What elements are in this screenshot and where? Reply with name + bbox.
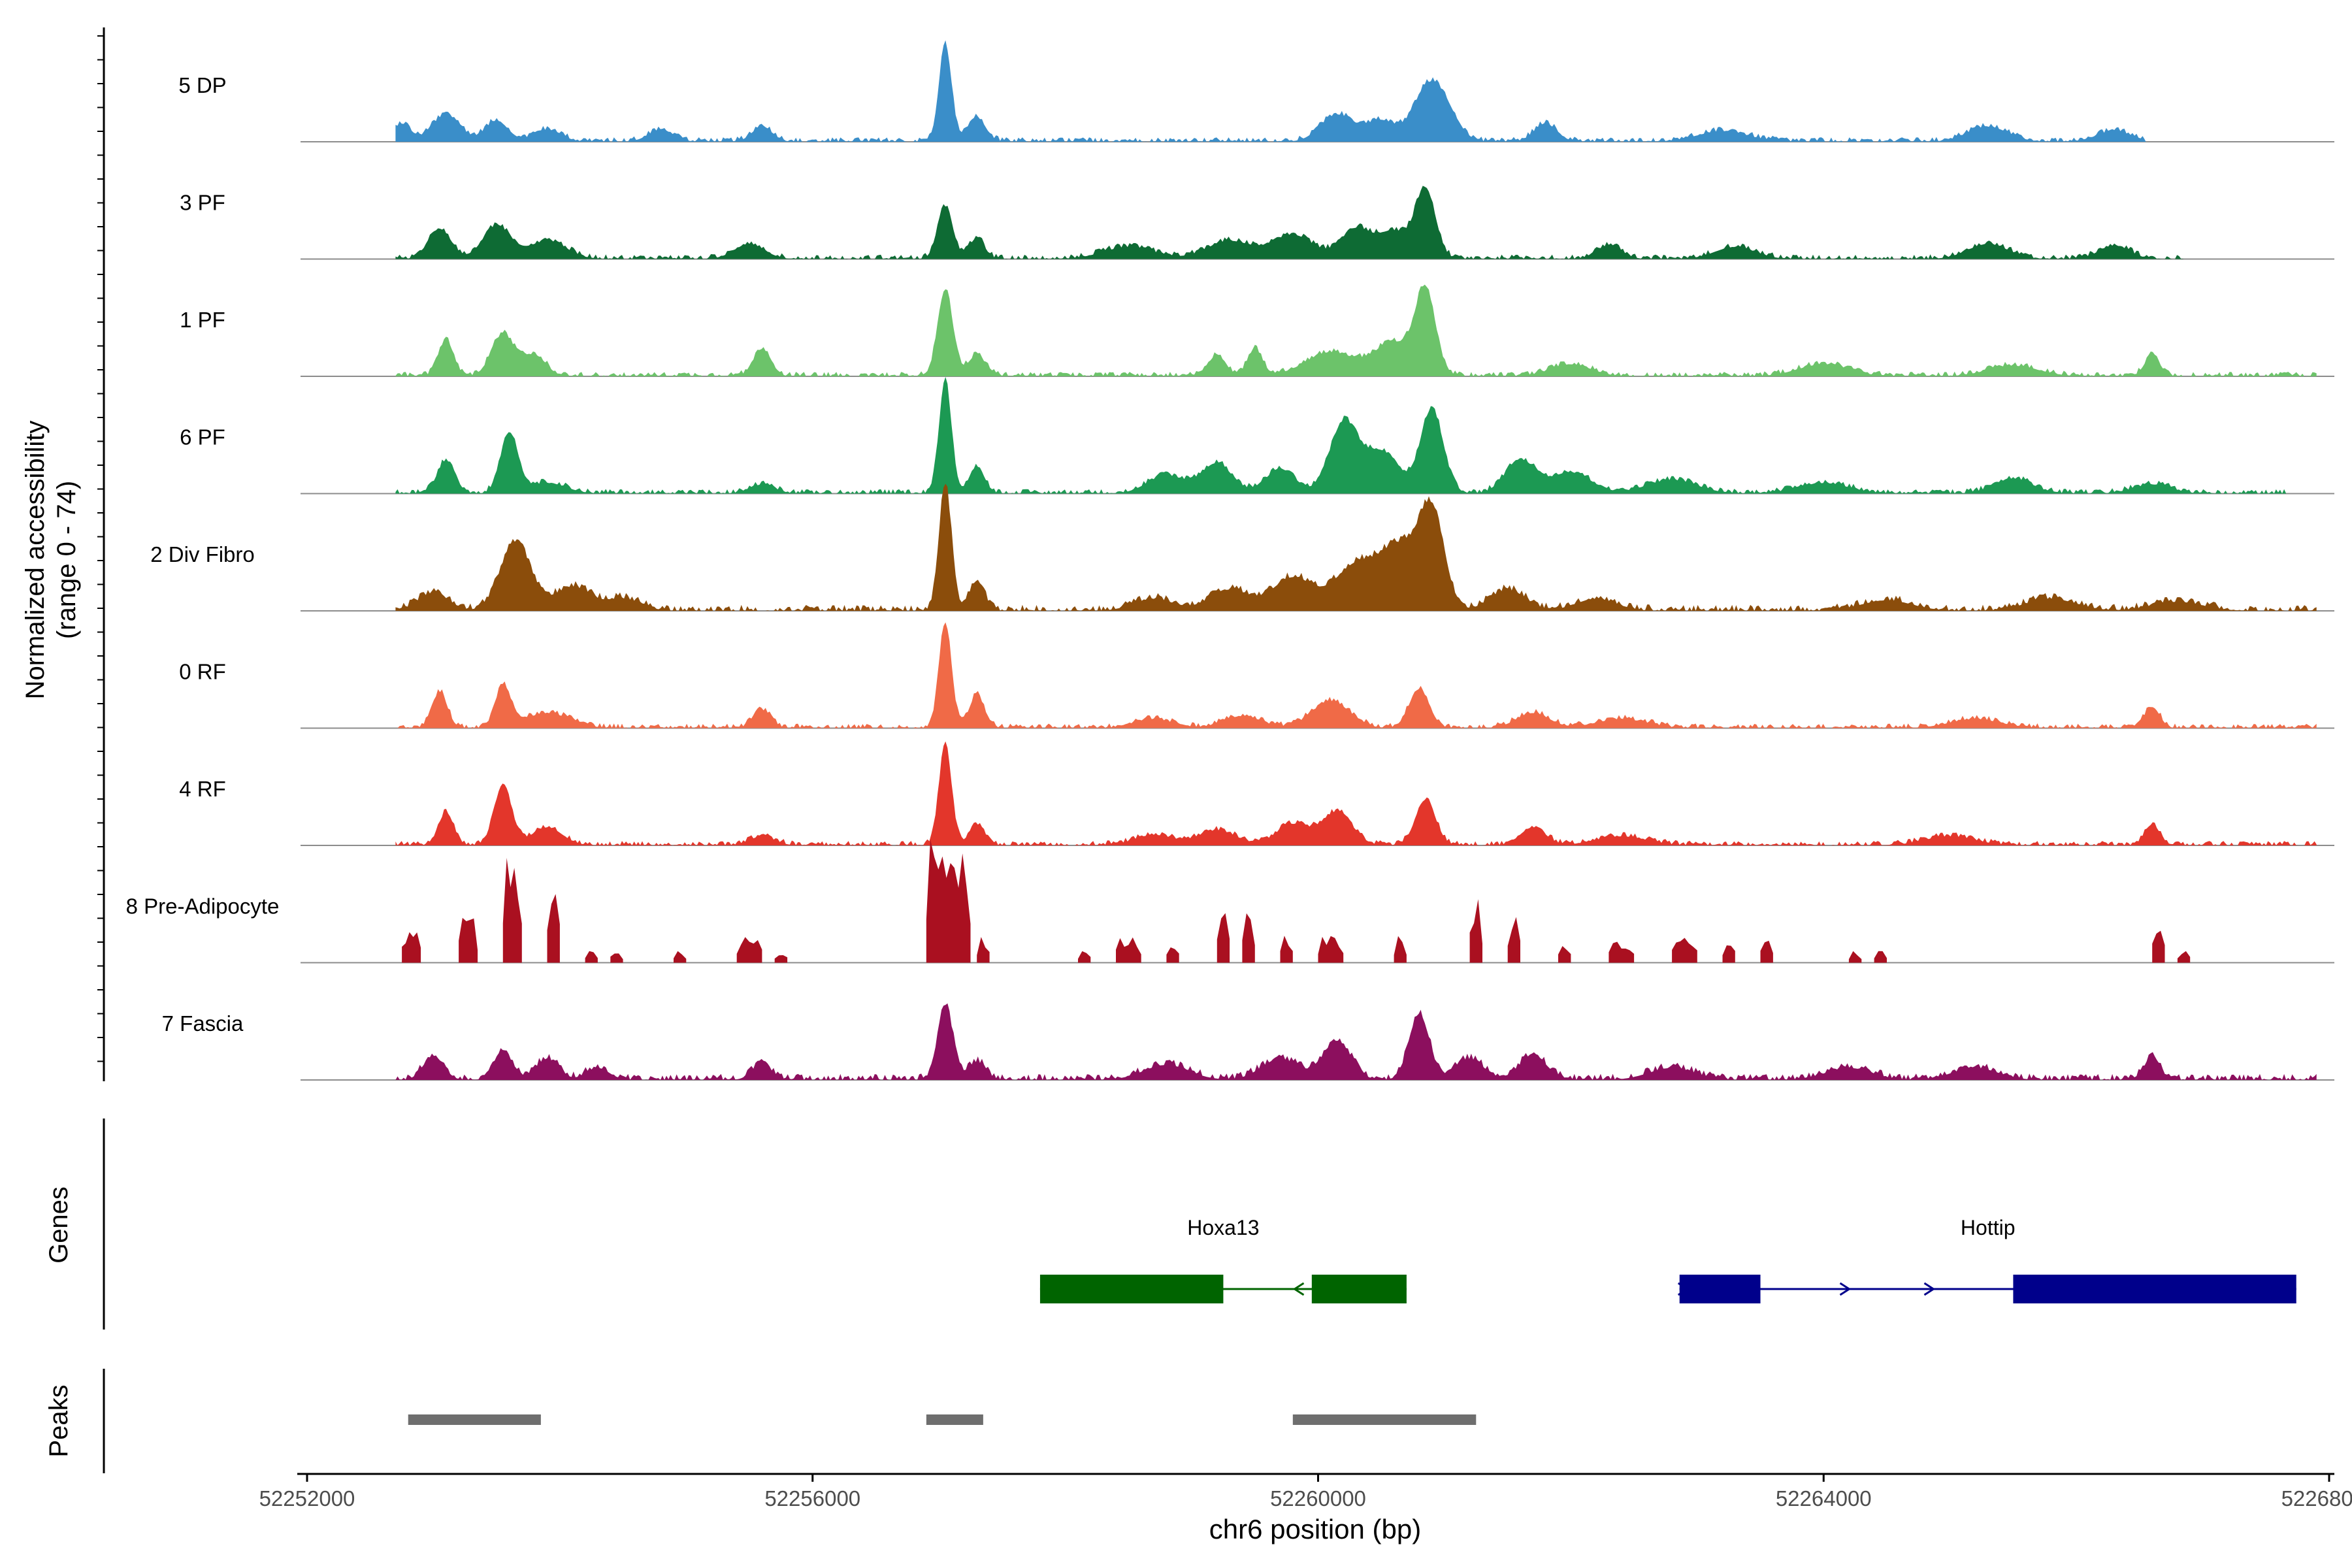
x-tick-label: 52264000: [1776, 1486, 1872, 1511]
track-label: 2 Div Fibro: [150, 542, 255, 566]
coverage-area: [395, 40, 2146, 142]
coverage-area: [395, 1003, 2317, 1080]
peak-regions: [408, 1414, 1477, 1425]
gene-exon: [1039, 1275, 1224, 1303]
track-label: 7 Fascia: [162, 1011, 244, 1036]
x-axis-title: chr6 position (bp): [1209, 1514, 1422, 1544]
strand-arrow: [1292, 1282, 1305, 1296]
track-label: 3 PF: [180, 191, 225, 215]
y-axis-title-line2: (range 0 - 74): [52, 481, 81, 639]
coverage-area: [395, 483, 2317, 611]
coverage-track: 0 RF: [179, 622, 2334, 729]
gene-exon: [2013, 1275, 2296, 1303]
gene-exon: [1311, 1275, 1407, 1303]
coverage-area: [395, 284, 2317, 376]
coverage-track: 6 PF: [180, 376, 2334, 495]
coverage-y-axis-ticks: [97, 35, 104, 1062]
x-tick-label: 52256000: [764, 1486, 860, 1511]
track-label: 6 PF: [180, 425, 225, 449]
track-label: 1 PF: [180, 308, 225, 332]
coverage-track: 7 Fascia: [162, 1003, 2334, 1081]
strand-arrow: [1839, 1282, 1852, 1296]
x-tick-label: 52260000: [1270, 1486, 1366, 1511]
peaks-panel-label: Peaks: [44, 1384, 73, 1457]
track-label: 5 DP: [178, 73, 226, 97]
peak-region-bar: [926, 1414, 983, 1425]
coverage-track: 4 RF: [179, 741, 2334, 846]
strand-arrow: [1923, 1282, 1936, 1296]
track-label: 0 RF: [179, 660, 226, 684]
track-label: 4 RF: [179, 777, 226, 801]
genes-panel-label: Genes: [44, 1186, 73, 1264]
coverage-area: [395, 741, 2317, 845]
gene-model: Hottip: [1677, 1216, 2296, 1303]
peak-region-bar: [408, 1414, 541, 1425]
x-tick-label: 52268000: [2281, 1486, 2352, 1511]
gene-annotations: Hoxa13 Hottip: [1039, 1216, 2296, 1303]
gene-label: Hottip: [1961, 1216, 2016, 1239]
coverage-track: 2 Div Fibro: [150, 483, 2334, 612]
peak-region-bar: [1292, 1414, 1477, 1425]
coverage-track: 3 PF: [180, 186, 2334, 260]
coverage-area: [395, 186, 2184, 259]
y-axis-title-line1: Normalized accessibility: [21, 421, 50, 700]
coverage-track: 1 PF: [180, 284, 2334, 377]
coverage-area: [395, 376, 2292, 494]
coverage-area: [402, 839, 2191, 963]
y-axis-title: Normalized accessibility (range 0 - 74): [21, 421, 81, 700]
coverage-track: 5 DP: [178, 40, 2334, 142]
gene-model: Hoxa13: [1039, 1216, 1407, 1303]
x-axis-ticks: 52252000 52256000 52260000 52264000 52268000: [259, 1474, 2352, 1511]
coverage-area: [395, 622, 2317, 728]
track-label: 8 Pre-Adipocyte: [126, 894, 280, 919]
gene-exon: [1679, 1275, 1761, 1303]
gene-label: Hoxa13: [1187, 1216, 1259, 1239]
strand-arrow: [1677, 1282, 1690, 1296]
coverage-track: 8 Pre-Adipocyte: [126, 839, 2334, 964]
x-tick-label: 52252000: [259, 1486, 355, 1511]
coverage-tracks: 5 DP 3 PF 1 PF 6 PF 2 Div Fibro 0 RF 4 RF 8 Pre…: [126, 40, 2334, 1081]
